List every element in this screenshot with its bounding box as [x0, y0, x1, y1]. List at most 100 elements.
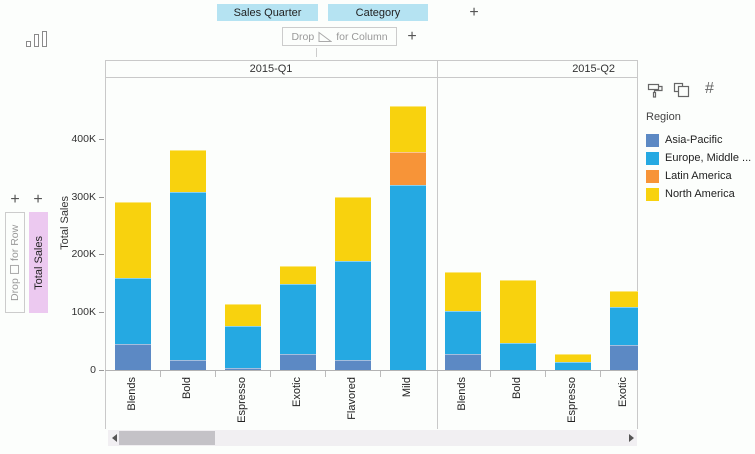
bar-segment[interactable]: [610, 307, 638, 345]
legend-item[interactable]: Latin America: [646, 167, 754, 185]
bar-segment[interactable]: [335, 261, 371, 360]
bar-segment[interactable]: [445, 272, 481, 312]
header-bottom-border: [105, 77, 637, 78]
x-category-label: Flavored: [346, 377, 360, 425]
shelf-separator: [316, 48, 317, 57]
legend-item-label: Latin America: [665, 170, 732, 182]
bar-segment[interactable]: [390, 105, 426, 152]
bar-segment[interactable]: [280, 284, 316, 354]
row-field-label: Total Sales: [32, 235, 45, 290]
bar-segment[interactable]: [500, 343, 536, 370]
x-category-label-text: Flavored: [346, 377, 358, 420]
stacked-bar[interactable]: [610, 290, 638, 370]
scroll-left-button[interactable]: [108, 430, 120, 446]
legend-item[interactable]: Asia-Pacific: [646, 131, 754, 149]
bar-segment[interactable]: [170, 192, 206, 360]
x-category-label: Espresso: [236, 377, 250, 428]
duplicate-icon[interactable]: [673, 82, 690, 99]
add-column-field-button[interactable]: +: [469, 3, 479, 21]
bar-segment[interactable]: [555, 361, 591, 370]
legend-items: Asia-Pacific Europe, Middle ... Latin Amer…: [646, 131, 754, 203]
y-tick-mark: [99, 370, 104, 371]
drop-for-row-zone[interactable]: Drop for Row: [5, 212, 25, 313]
y-axis-title: Total Sales: [59, 196, 71, 250]
legend-item[interactable]: North America: [646, 185, 754, 203]
right-arrow-icon: [628, 434, 634, 442]
bar-segment[interactable]: [280, 353, 316, 370]
x-tick-mark: [215, 371, 216, 377]
x-category-label: Mild: [401, 377, 415, 402]
add-row-field-button[interactable]: +: [33, 191, 43, 208]
x-category-label-text: Mild: [401, 377, 413, 398]
panel-header-q1: 2015-Q1: [249, 63, 293, 75]
bar-segment[interactable]: [390, 185, 426, 370]
bar-segment[interactable]: [335, 359, 371, 370]
stacked-bar[interactable]: [500, 279, 536, 370]
stacked-bar[interactable]: [170, 150, 206, 370]
bar-segment[interactable]: [170, 150, 206, 192]
stacked-bar[interactable]: [280, 265, 316, 370]
bar-segment[interactable]: [225, 304, 261, 327]
y-tick-mark: [99, 312, 104, 314]
x-tick-mark: [600, 371, 601, 377]
bar-chart-type-icon[interactable]: [26, 29, 47, 47]
bar-segment[interactable]: [610, 290, 638, 308]
bar-segment[interactable]: [335, 196, 371, 262]
x-category-label: Bold: [181, 377, 195, 404]
bar-segment[interactable]: [500, 279, 536, 344]
bar-segment[interactable]: [445, 311, 481, 354]
legend-item-label: North America: [665, 188, 735, 200]
bar-segment[interactable]: [445, 353, 481, 370]
drop-zone-prefix: Drop: [291, 30, 315, 43]
triangle-mark-icon: [318, 31, 333, 42]
legend-item-label: Europe, Middle ...: [665, 152, 752, 164]
x-category-label-text: Exotic: [291, 377, 303, 407]
paint-roller-icon[interactable]: [647, 82, 664, 99]
bar-segment[interactable]: [280, 265, 316, 285]
add-row-drop-button[interactable]: +: [10, 191, 20, 208]
bar-segment[interactable]: [390, 151, 426, 186]
x-category-label-text: Espresso: [236, 377, 248, 423]
legend-swatch: [646, 169, 659, 183]
bar-segment[interactable]: [115, 344, 151, 370]
stacked-bar[interactable]: [390, 105, 426, 370]
bar-segment[interactable]: [115, 202, 151, 278]
x-axis-line: [105, 370, 637, 371]
chart-left-border: [105, 60, 106, 429]
chart-top-border: [105, 60, 637, 61]
legend-item[interactable]: Europe, Middle ...: [646, 149, 754, 167]
stacked-bar[interactable]: [225, 304, 261, 370]
legend-item-label: Asia-Pacific: [665, 134, 723, 146]
stacked-bar[interactable]: [445, 272, 481, 370]
bar-segment[interactable]: [610, 344, 638, 370]
horizontal-scrollbar[interactable]: [108, 430, 637, 446]
scroll-right-button[interactable]: [625, 430, 637, 446]
legend: Region Asia-Pacific Europe, Middle ... Lat…: [646, 111, 754, 203]
row-field-chip[interactable]: Total Sales: [29, 212, 48, 313]
column-field-chip[interactable]: Sales Quarter: [217, 4, 318, 21]
add-column-drop-button[interactable]: +: [407, 27, 417, 45]
y-tick-label: 0: [90, 364, 96, 376]
drop-for-row-content: Drop for Row: [9, 225, 21, 301]
column-field-chip[interactable]: Category: [328, 4, 428, 21]
stacked-bar[interactable]: [335, 196, 371, 370]
x-category-label: Bold: [511, 377, 525, 404]
stacked-bar[interactable]: [115, 202, 151, 370]
scrollbar-thumb[interactable]: [119, 431, 215, 445]
y-tick-label: 100K: [71, 306, 96, 319]
drop-zone-suffix: for Column: [336, 30, 388, 43]
bar-segment[interactable]: [225, 367, 261, 370]
x-category-label: Blends: [126, 377, 140, 416]
drop-zone-suffix: for Row: [9, 224, 21, 261]
bar-segment[interactable]: [555, 353, 591, 362]
bar-segment[interactable]: [225, 326, 261, 368]
number-format-icon[interactable]: #: [705, 80, 714, 97]
bar-segment[interactable]: [115, 277, 151, 344]
column-drop-row: Drop for Column +: [282, 27, 420, 46]
drop-for-column-zone[interactable]: Drop for Column: [282, 27, 397, 46]
legend-swatch: [646, 133, 659, 147]
bar-segment[interactable]: [170, 359, 206, 370]
x-category-label-text: Blends: [456, 377, 468, 411]
stacked-bar[interactable]: [555, 353, 591, 370]
